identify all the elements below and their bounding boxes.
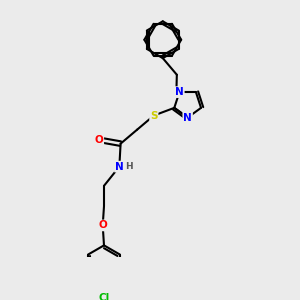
Text: H: H <box>125 162 133 171</box>
Text: N: N <box>183 112 192 123</box>
Text: S: S <box>150 110 158 121</box>
Text: O: O <box>94 135 103 145</box>
Text: Cl: Cl <box>98 292 110 300</box>
Text: N: N <box>115 162 124 172</box>
Text: N: N <box>175 87 184 97</box>
Text: O: O <box>98 220 107 230</box>
